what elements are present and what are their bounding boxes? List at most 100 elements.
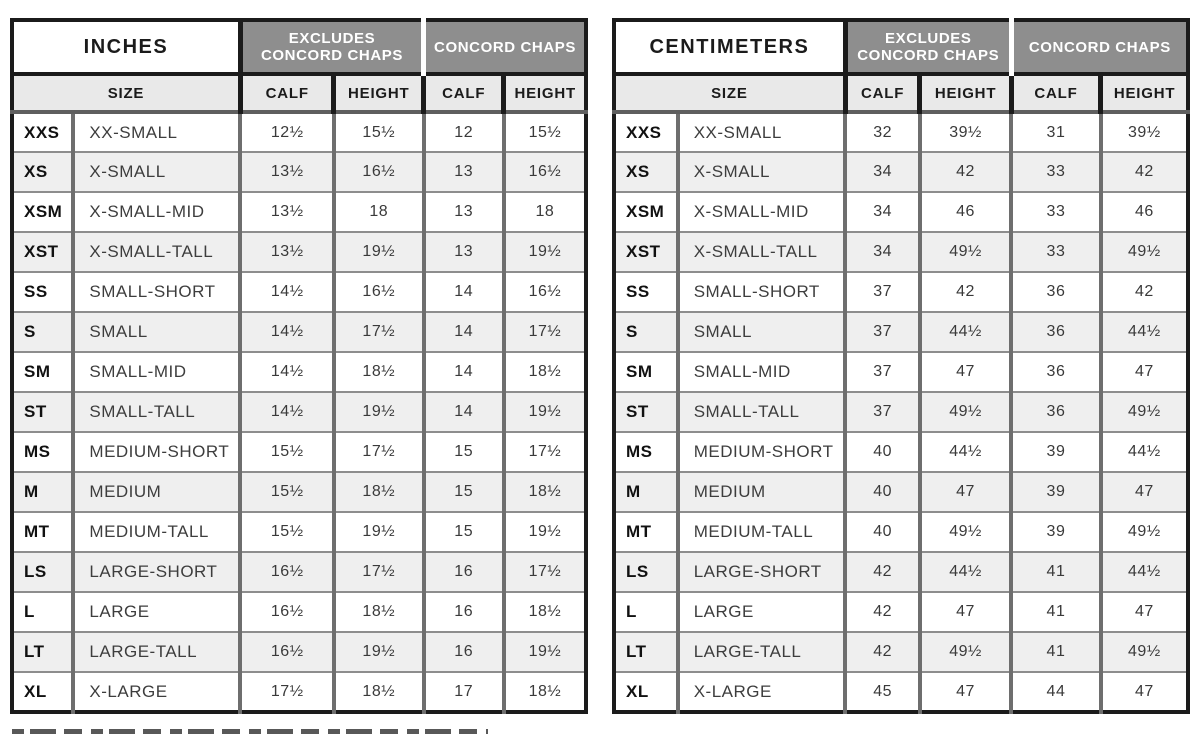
size-name: LARGE-TALL [71, 631, 241, 672]
excludes-concord-chaps-header: EXCLUDES CONCORD CHAPS [240, 20, 427, 76]
size-chart-centimeters: CENTIMETERS EXCLUDES CONCORD CHAPS CONCO… [612, 18, 1190, 714]
size-name: LARGE-SHORT [675, 551, 846, 592]
size-chart-inches: INCHES EXCLUDES CONCORD CHAPS CONCORD CH… [10, 18, 588, 714]
calf-excludes-value: 34 [843, 191, 920, 232]
size-code: SM [614, 351, 678, 392]
calf-concord-value: 12 [421, 111, 504, 152]
calf-concord-value: 15 [421, 511, 504, 552]
size-row: SS SMALL-SHORT 37 42 36 42 [614, 271, 1188, 312]
calf-excludes-value: 16½ [238, 591, 334, 632]
height-excludes-value: 17½ [331, 311, 424, 352]
height-excludes-value: 44½ [917, 551, 1012, 592]
height-excludes-value: 49½ [917, 391, 1012, 432]
calf-excludes-value: 14½ [238, 351, 334, 392]
size-row: MT MEDIUM-TALL 15½ 19½ 15 19½ [12, 511, 586, 552]
size-row: MT MEDIUM-TALL 40 49½ 39 49½ [614, 511, 1188, 552]
calf-concord-value: 39 [1009, 511, 1101, 552]
inches-table-body: XXS XX-SMALL 12½ 15½ 12 15½ XS X-SMALL 13½ 16½ 13 1… [12, 111, 586, 712]
height-excludes-value: 15½ [331, 111, 424, 152]
size-name: SMALL [675, 311, 846, 352]
size-row: XS X-SMALL 34 42 33 42 [614, 151, 1188, 192]
group-header-row: CENTIMETERS EXCLUDES CONCORD CHAPS CONCO… [614, 20, 1188, 76]
height-excludes-value: 47 [917, 471, 1012, 512]
calf-excludes-value: 45 [843, 671, 920, 712]
size-row: XL X-LARGE 45 47 44 47 [614, 671, 1188, 712]
size-row: L LARGE 16½ 18½ 16 18½ [12, 591, 586, 632]
calf-concord-value: 36 [1009, 311, 1101, 352]
height-concord-value: 44½ [1098, 431, 1188, 472]
calf-concord-value: 44 [1009, 671, 1101, 712]
size-name: LARGE [71, 591, 241, 632]
cropped-caption-fragment [12, 729, 488, 734]
size-row: SM SMALL-MID 14½ 18½ 14 18½ [12, 351, 586, 392]
size-name: SMALL-SHORT [675, 271, 846, 312]
calf-concord-value: 33 [1009, 231, 1101, 272]
height-excludes-value: 44½ [917, 311, 1012, 352]
size-name: XX-SMALL [675, 111, 846, 152]
excludes-header-line1: EXCLUDES [885, 30, 972, 47]
size-code: XS [12, 151, 74, 192]
calf-concord-value: 41 [1009, 551, 1101, 592]
size-code: LT [614, 631, 678, 672]
column-header-row: SIZE CALF HEIGHT CALF HEIGHT [614, 74, 1188, 114]
height-excludes-value: 19½ [331, 511, 424, 552]
height-concord-value: 18½ [501, 351, 586, 392]
size-code: SM [12, 351, 74, 392]
height-excludes-value: 49½ [917, 231, 1012, 272]
size-name: X-SMALL [71, 151, 241, 192]
size-name: SMALL-TALL [675, 391, 846, 432]
height-excludes-value: 19½ [331, 231, 424, 272]
height-concord-value: 17½ [501, 311, 586, 352]
size-row: SM SMALL-MID 37 47 36 47 [614, 351, 1188, 392]
height-concord-value: 19½ [501, 631, 586, 672]
calf-excludes-value: 42 [843, 551, 920, 592]
calf-excludes-value: 14½ [238, 271, 334, 312]
calf-excludes-column-header: CALF [842, 74, 920, 114]
size-name: X-SMALL-MID [675, 191, 846, 232]
calf-excludes-value: 13½ [238, 231, 334, 272]
calf-concord-value: 36 [1009, 391, 1101, 432]
height-concord-value: 15½ [501, 111, 586, 152]
calf-excludes-value: 40 [843, 431, 920, 472]
height-excludes-value: 17½ [331, 431, 424, 472]
calf-concord-column-header: CALF [1008, 74, 1101, 114]
height-excludes-value: 49½ [917, 631, 1012, 672]
height-concord-value: 18½ [501, 671, 586, 712]
height-concord-value: 18 [501, 191, 586, 232]
height-excludes-value: 49½ [917, 511, 1012, 552]
size-row: XXS XX-SMALL 12½ 15½ 12 15½ [12, 111, 586, 152]
calf-excludes-value: 37 [843, 271, 920, 312]
size-code: MT [614, 511, 678, 552]
size-code: XL [12, 671, 74, 712]
height-concord-column-header: HEIGHT [1098, 74, 1188, 114]
size-code: XL [614, 671, 678, 712]
calf-concord-value: 36 [1009, 271, 1101, 312]
size-code: ST [12, 391, 74, 432]
height-excludes-value: 46 [917, 191, 1012, 232]
calf-excludes-value: 40 [843, 511, 920, 552]
size-name: LARGE-TALL [675, 631, 846, 672]
size-code: XXS [12, 111, 74, 152]
height-excludes-value: 47 [917, 671, 1012, 712]
height-concord-value: 49½ [1098, 631, 1188, 672]
size-row: XST X-SMALL-TALL 34 49½ 33 49½ [614, 231, 1188, 272]
size-name: SMALL-TALL [71, 391, 241, 432]
calf-concord-value: 15 [421, 431, 504, 472]
size-row: XST X-SMALL-TALL 13½ 19½ 13 19½ [12, 231, 586, 272]
calf-excludes-value: 15½ [238, 431, 334, 472]
height-concord-value: 47 [1098, 591, 1188, 632]
calf-concord-value: 39 [1009, 431, 1101, 472]
calf-concord-value: 14 [421, 271, 504, 312]
height-concord-value: 19½ [501, 231, 586, 272]
size-row: LT LARGE-TALL 42 49½ 41 49½ [614, 631, 1188, 672]
calf-concord-value: 14 [421, 351, 504, 392]
height-excludes-value: 44½ [917, 431, 1012, 472]
excludes-concord-chaps-header: EXCLUDES CONCORD CHAPS [845, 20, 1014, 76]
size-name: SMALL [71, 311, 241, 352]
height-concord-value: 19½ [501, 511, 586, 552]
column-header-row: SIZE CALF HEIGHT CALF HEIGHT [12, 74, 586, 114]
size-name: MEDIUM-TALL [71, 511, 241, 552]
calf-excludes-value: 17½ [238, 671, 334, 712]
height-excludes-value: 18½ [331, 471, 424, 512]
